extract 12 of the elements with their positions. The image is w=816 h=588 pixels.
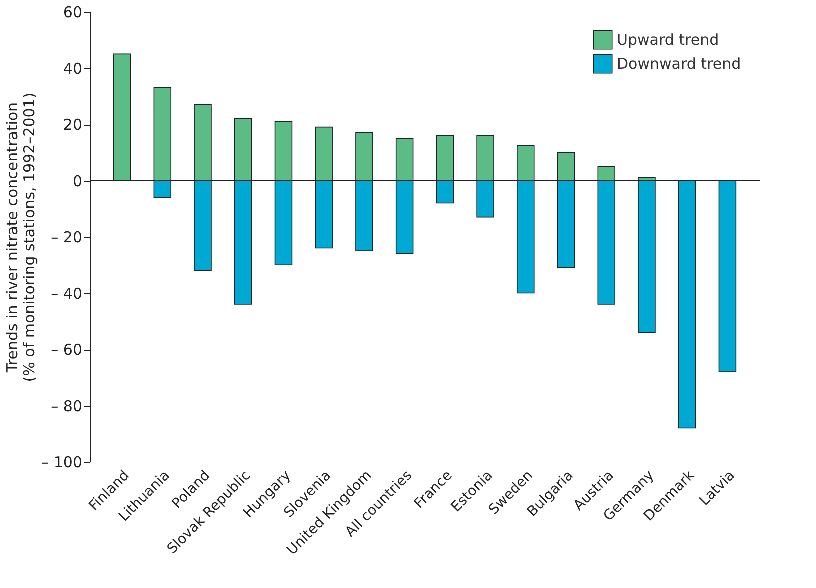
y-axis-title: Trends in river nitrate concentration (% of monitoring stations, 1992–2001) <box>4 92 39 382</box>
y-tick-label: – 40 <box>51 284 82 303</box>
y-tick-label: 60 <box>63 4 82 22</box>
legend-label: Downward trend <box>617 55 742 73</box>
y-tick-label: 20 <box>63 116 82 134</box>
y-tick-label: – 20 <box>51 228 82 246</box>
legend-label: Upward trend <box>617 31 720 49</box>
y-tick-label: 0 <box>72 172 82 190</box>
y-tick-label: – 80 <box>51 397 82 416</box>
y-tick-label: – 100 <box>42 454 82 472</box>
y-tick-label: 40 <box>63 60 82 78</box>
y-tick-label: – 60 <box>51 341 82 359</box>
